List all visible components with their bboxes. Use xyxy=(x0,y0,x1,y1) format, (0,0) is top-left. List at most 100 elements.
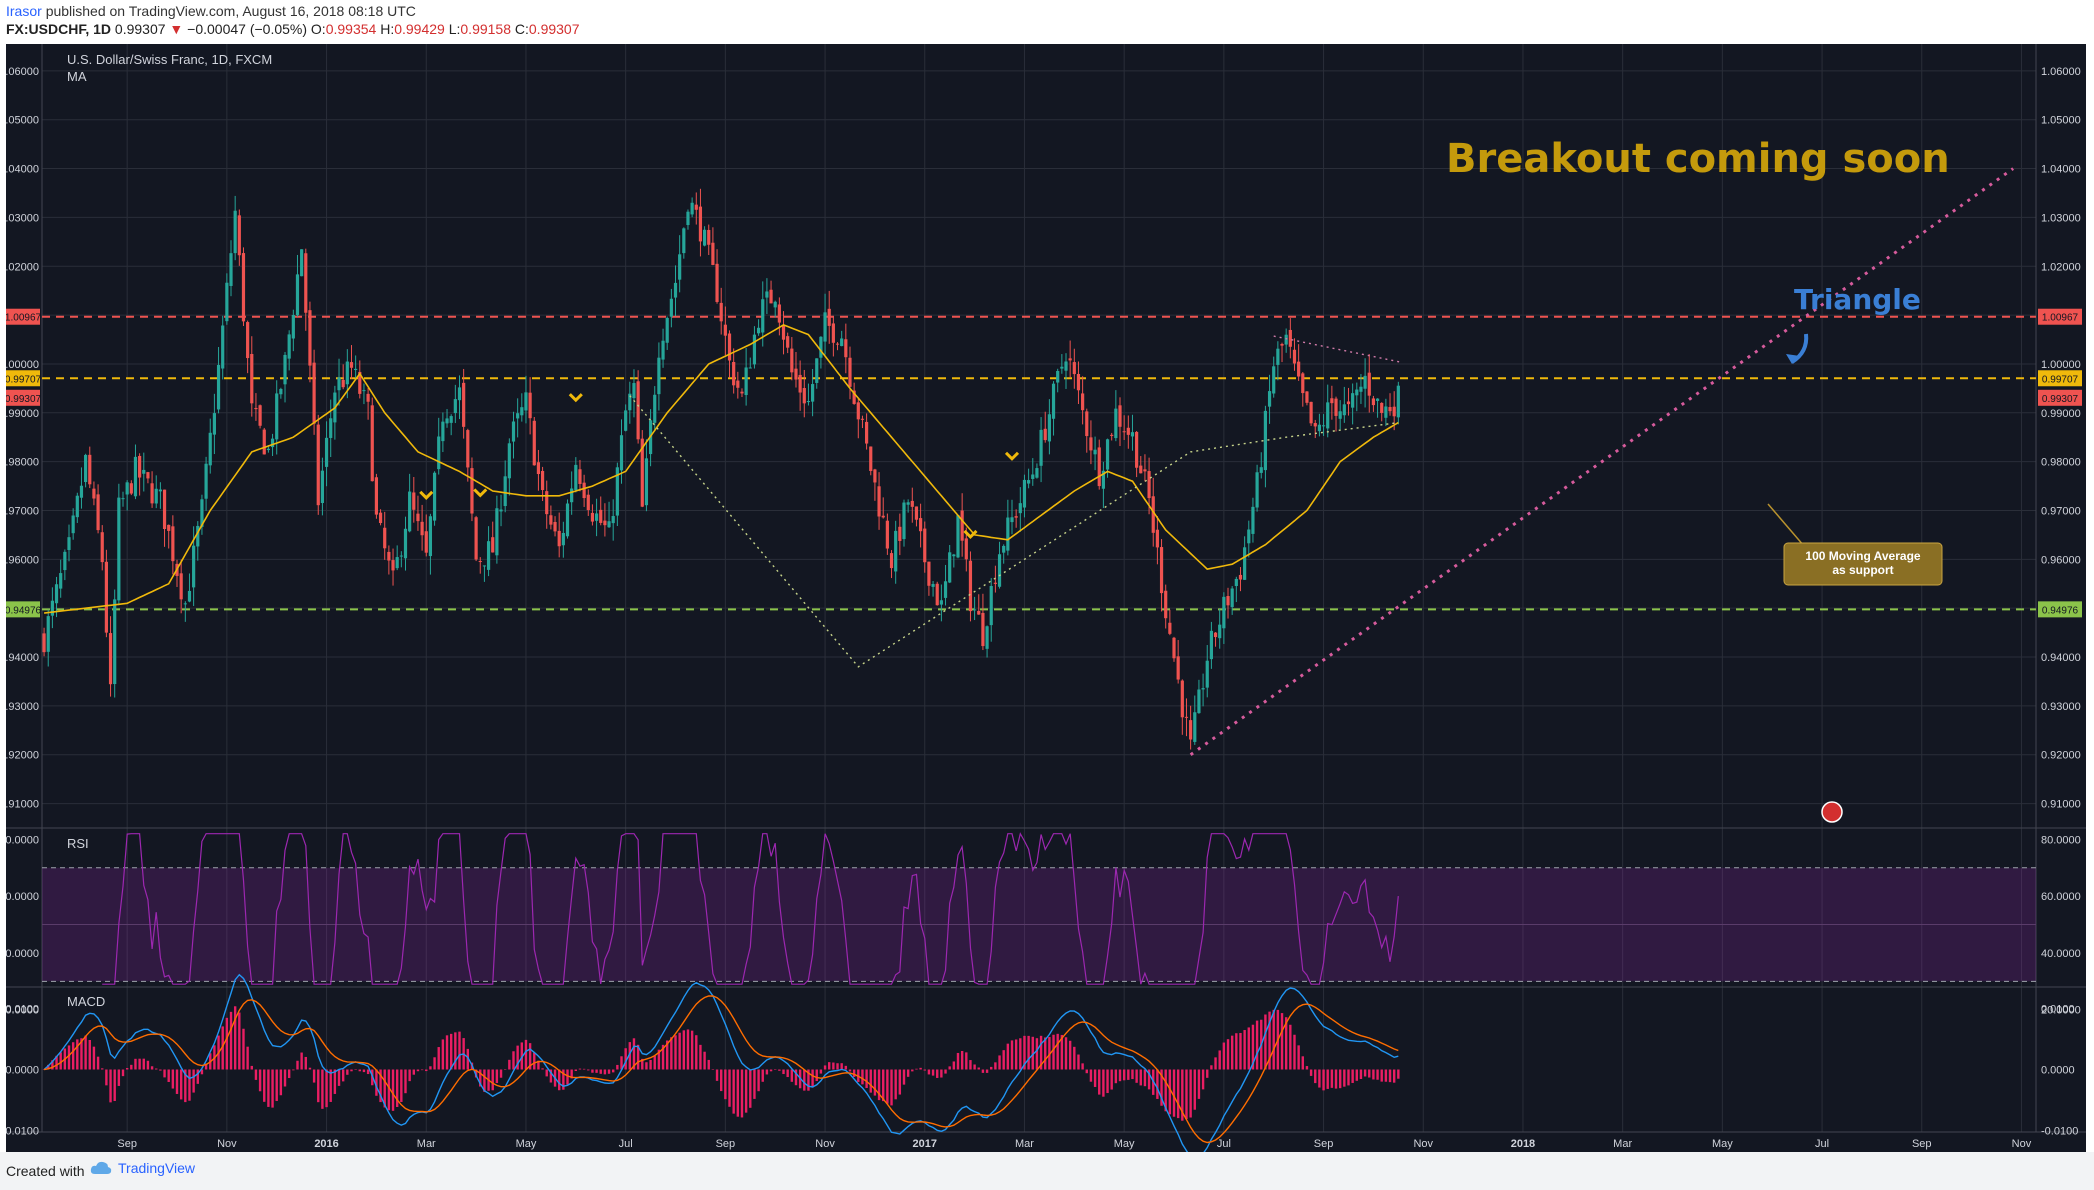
macd-histogram-bar xyxy=(1035,1038,1039,1070)
tradingview-logo[interactable]: TradingView xyxy=(90,1160,195,1176)
candle-body xyxy=(736,380,740,388)
candle-body xyxy=(815,358,819,383)
macd-histogram-bar xyxy=(179,1069,183,1100)
rsi-axis-label-right: 20.0000 xyxy=(2041,1005,2081,1017)
candle-body xyxy=(977,610,981,615)
flag-icon[interactable] xyxy=(1821,801,1843,823)
macd-histogram-bar xyxy=(931,1069,935,1076)
chart-canvas[interactable]: 1.06000 1.06000 1.05000 1.05000 1.04000 1.040… xyxy=(6,44,2086,1152)
candle-body xyxy=(67,537,71,551)
candle-body xyxy=(561,532,565,546)
candle-body xyxy=(470,468,474,514)
candle-body xyxy=(1197,689,1201,714)
candle-body xyxy=(985,626,989,649)
macd-histogram-bar xyxy=(1068,1040,1072,1070)
candle-body xyxy=(63,551,67,571)
macd-histogram-bar xyxy=(674,1035,677,1070)
macd-histogram-bar xyxy=(990,1066,993,1070)
macd-histogram-bar xyxy=(936,1069,939,1078)
macd-histogram-bar xyxy=(1214,1057,1217,1070)
moving-average-line[interactable] xyxy=(44,324,1399,614)
macd-histogram-bar xyxy=(499,1069,503,1078)
low-label: L: xyxy=(448,21,461,37)
callout-line-2: as support xyxy=(1832,563,1893,577)
macd-line[interactable] xyxy=(43,973,1399,1152)
macd-histogram-bar xyxy=(113,1069,116,1102)
rsi-line[interactable] xyxy=(102,832,1399,985)
candle-body xyxy=(802,388,806,404)
macd-histogram-bar xyxy=(965,1052,968,1070)
macd-histogram-bar xyxy=(715,1069,719,1081)
macd-histogram-bar xyxy=(994,1062,997,1070)
candle-body xyxy=(59,573,63,589)
candle-body xyxy=(378,512,383,524)
candle-body xyxy=(387,551,391,561)
candle-body xyxy=(1155,529,1159,548)
candle-body xyxy=(885,520,889,549)
tradingview-brand[interactable]: TradingView xyxy=(118,1160,196,1176)
candle-body xyxy=(1126,427,1130,435)
macd-histogram-bar xyxy=(823,1065,827,1070)
macd-histogram-bar xyxy=(366,1069,370,1075)
macd-histogram-bar xyxy=(1226,1039,1230,1070)
candle-body xyxy=(133,456,138,497)
trendline-dotted[interactable] xyxy=(629,395,1399,668)
macd-histogram-bar xyxy=(591,1069,594,1073)
macd-histogram-bar xyxy=(1247,1027,1250,1070)
macd-histogram-bar xyxy=(545,1069,548,1077)
time-axis-label: May xyxy=(1114,1138,1135,1150)
macd-histogram-bar xyxy=(844,1065,848,1070)
candle-body xyxy=(686,211,690,226)
macd-histogram-bar xyxy=(911,1069,914,1072)
candle-body xyxy=(752,334,757,365)
macd-histogram-bar xyxy=(977,1067,980,1070)
chart-area[interactable]: 1.06000 1.06000 1.05000 1.05000 1.04000 1.040… xyxy=(6,44,2086,1152)
candle-body xyxy=(1272,366,1276,394)
macd-histogram-bar xyxy=(1206,1069,1209,1078)
candle-body xyxy=(1176,656,1180,680)
candle-body xyxy=(424,531,428,553)
macd-histogram-bar xyxy=(803,1069,806,1091)
candle-body xyxy=(1201,688,1205,690)
macd-histogram-bar xyxy=(420,1069,424,1071)
candle-body xyxy=(216,364,221,410)
macd-histogram-bar xyxy=(1351,1069,1354,1083)
candle-body xyxy=(889,553,894,569)
macd-histogram-bar xyxy=(695,1035,698,1070)
triangle-upper-line[interactable] xyxy=(1273,335,1403,364)
macd-histogram-bar xyxy=(229,1011,233,1070)
chevron-down-icon xyxy=(963,529,978,540)
macd-histogram-bar xyxy=(1210,1065,1213,1070)
macd-histogram-bar xyxy=(744,1069,748,1113)
candle-body xyxy=(923,528,927,563)
macd-histogram-bar xyxy=(636,1044,640,1070)
macd-histogram-bar xyxy=(707,1059,710,1070)
candle-body xyxy=(466,430,470,468)
macd-histogram-bar xyxy=(105,1069,108,1086)
price-axis-label-right: 0.97000 xyxy=(2041,505,2081,517)
candle-body xyxy=(906,502,910,505)
candle-body xyxy=(246,322,250,359)
macd-histogram-bar xyxy=(848,1069,852,1072)
candle-body xyxy=(910,500,914,507)
author-link[interactable]: Irasor xyxy=(6,3,42,19)
created-with-text: Created with xyxy=(6,1163,85,1179)
candle-body xyxy=(1218,624,1222,639)
macd-axis-label-left: 0.0000 xyxy=(6,1065,39,1077)
macd-signal-line[interactable] xyxy=(43,995,1399,1144)
candle-body xyxy=(823,312,827,342)
candle-body xyxy=(96,494,100,531)
candle-body xyxy=(748,367,752,369)
candle-body xyxy=(1101,470,1105,489)
ascending-support-line[interactable] xyxy=(1189,167,2015,756)
candle-body xyxy=(154,488,158,504)
price-axis-label-right: 0.91000 xyxy=(2041,799,2081,811)
close-label: C: xyxy=(514,21,529,37)
candle-body xyxy=(183,603,187,605)
macd-histogram-bar xyxy=(649,1060,652,1070)
macd-histogram-bar xyxy=(479,1069,482,1087)
macd-histogram-bar xyxy=(395,1069,399,1107)
candle-body xyxy=(578,469,582,484)
candle-body xyxy=(92,488,96,499)
macd-histogram-bar xyxy=(350,1069,353,1072)
